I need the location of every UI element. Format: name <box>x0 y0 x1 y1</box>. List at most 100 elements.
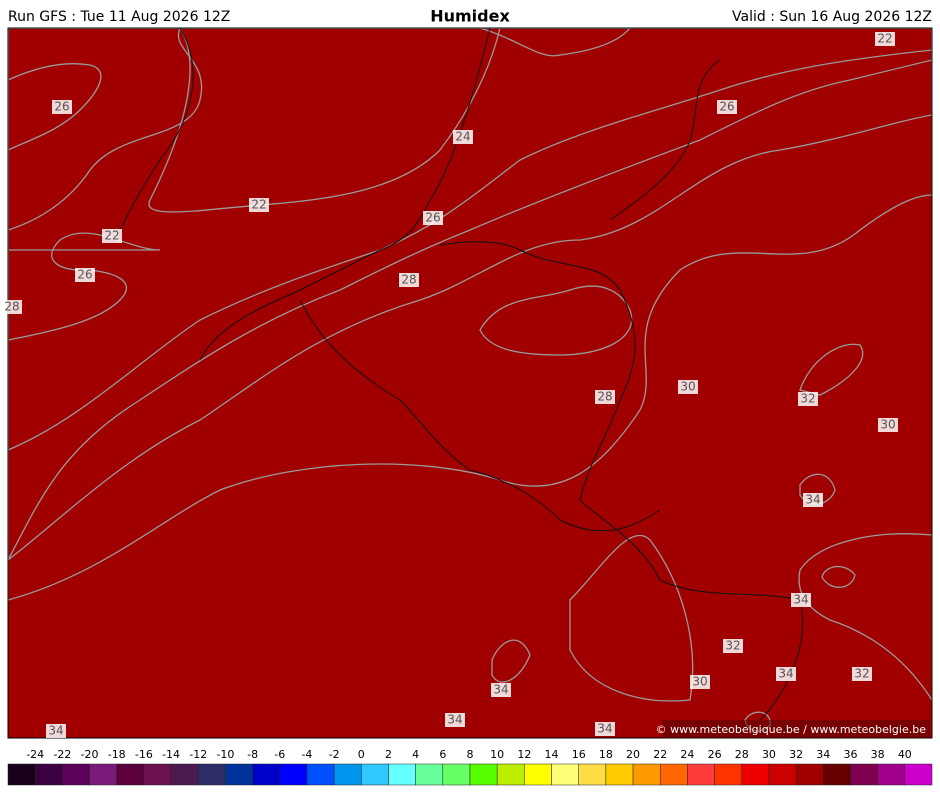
colorbar-label: -24 <box>26 748 44 761</box>
colorbar-label: 0 <box>358 748 365 761</box>
contour-label: 26 <box>719 100 734 114</box>
colorbar-label: 14 <box>545 748 559 761</box>
colorbar-swatch <box>524 763 552 786</box>
contour-label: 34 <box>778 667 793 681</box>
contour-label: 22 <box>251 198 266 212</box>
contour-label-box <box>798 392 818 406</box>
contour-label: 32 <box>725 639 740 653</box>
colorbar-swatch <box>279 763 308 786</box>
colorbar-swatch <box>877 763 906 786</box>
colorbar-swatch <box>659 763 688 786</box>
contour-label-box <box>690 675 710 689</box>
contour-label-box <box>423 211 443 225</box>
colorbar-swatch <box>795 763 824 786</box>
contour-label-box <box>453 130 473 144</box>
map-frame <box>7 27 933 739</box>
colorbar-label: 4 <box>412 748 419 761</box>
contour-label: 30 <box>692 675 707 689</box>
contour-label-box <box>717 100 737 114</box>
colorbar-swatch <box>605 763 634 786</box>
contour-label-box <box>445 713 465 727</box>
contour-label-box <box>491 683 511 697</box>
colorbar-label: -10 <box>216 748 234 761</box>
contour-label: 30 <box>880 418 895 432</box>
colorbar-swatch <box>632 763 661 786</box>
colorbar-label: 22 <box>653 748 667 761</box>
contour-label: 22 <box>104 229 119 243</box>
colorbar-label: 16 <box>572 748 586 761</box>
colorbar-swatch <box>823 763 851 786</box>
contour-label: 34 <box>493 683 508 697</box>
colorbar-swatch <box>333 763 362 786</box>
colorbar-swatch <box>850 763 878 786</box>
colorbar-label: 40 <box>898 748 912 761</box>
map-title: Humidex <box>430 7 510 26</box>
colorbar-label: -4 <box>301 748 312 761</box>
contour-label-box <box>2 300 22 314</box>
colorbar-label: -20 <box>81 748 99 761</box>
colorbar-swatch <box>415 763 444 786</box>
contour-label: 32 <box>854 667 869 681</box>
colorbar-swatch <box>170 763 199 786</box>
contour-label: 22 <box>877 32 892 46</box>
colorbar-swatch <box>496 763 525 786</box>
contour-label-box <box>399 273 419 287</box>
colorbar-label: 28 <box>735 748 749 761</box>
colorbar-label: 20 <box>626 748 640 761</box>
colorbar-label: 26 <box>708 748 722 761</box>
colorbar-label: 6 <box>439 748 446 761</box>
contour-label: 32 <box>800 392 815 406</box>
colorbar-label: -12 <box>189 748 207 761</box>
colorbar-swatch <box>469 763 498 786</box>
colorbar-swatch <box>578 763 607 786</box>
colorbar-swatch <box>252 763 281 786</box>
colorbar-label: -6 <box>274 748 285 761</box>
colorbar-swatch <box>714 763 743 786</box>
colorbar-label: -16 <box>135 748 153 761</box>
colorbar-label: -8 <box>247 748 258 761</box>
colorbar-label: 38 <box>871 748 885 761</box>
colorbar-swatch <box>116 763 145 786</box>
colorbar-swatch <box>741 763 770 786</box>
contour-label-box <box>852 667 872 681</box>
colorbar-label: -2 <box>329 748 340 761</box>
contour-label-box <box>249 198 269 212</box>
colorbar-label: 12 <box>517 748 531 761</box>
contour-label-box <box>595 722 615 736</box>
colorbar-swatch <box>197 763 226 786</box>
colorbar-swatch <box>904 763 933 786</box>
colorbar-label: 36 <box>843 748 857 761</box>
run-info: Run GFS : Tue 11 Aug 2026 12Z <box>8 9 230 25</box>
colorbar-label: -14 <box>162 748 180 761</box>
colorbar-swatch <box>143 763 172 786</box>
contour-label-box <box>595 390 615 404</box>
colorbar-label: 30 <box>762 748 776 761</box>
contour-label: 34 <box>805 493 820 507</box>
contour-label: 28 <box>401 273 416 287</box>
contour-label-box <box>678 380 698 394</box>
contour-label: 26 <box>425 211 440 225</box>
colorbar-swatch <box>687 763 715 786</box>
colorbar-swatch <box>225 763 253 786</box>
colorbar-label: 8 <box>467 748 474 761</box>
colorbar-swatch <box>89 763 117 786</box>
contour-label: 34 <box>447 713 462 727</box>
colorbar-label: 32 <box>789 748 803 761</box>
colorbar-label: -22 <box>53 748 71 761</box>
contour-label: 34 <box>48 724 63 738</box>
colorbar-swatch <box>34 763 63 786</box>
contour-label: 34 <box>793 593 808 607</box>
contour-label-box <box>878 418 898 432</box>
copyright-box <box>662 720 930 738</box>
contour-label-box <box>803 493 823 507</box>
colorbar-label: 18 <box>599 748 613 761</box>
colorbar-swatch <box>768 763 797 786</box>
colorbar-label: 34 <box>816 748 830 761</box>
copyright: © www.meteobelgique.be / www.meteobelgie… <box>656 723 927 736</box>
contour-label: 26 <box>54 100 69 114</box>
contour-label: 28 <box>597 390 612 404</box>
colorbar-swatch <box>62 763 90 786</box>
contour-label-box <box>102 229 122 243</box>
colorbar-swatch <box>361 763 389 786</box>
